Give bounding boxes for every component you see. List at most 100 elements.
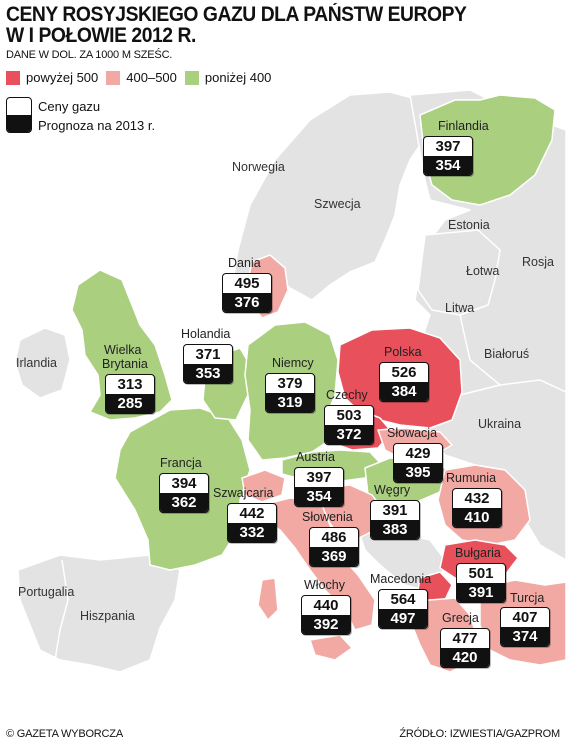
label-francja: Francja [160, 456, 202, 470]
price-box-dania: 495 376 [222, 273, 272, 313]
forecast-price: 362 [160, 493, 208, 512]
region-norway-sweden [229, 91, 431, 301]
current-price: 486 [321, 529, 347, 546]
label-lotwa: Łotwa [466, 264, 500, 278]
region-iberia-sep [54, 559, 69, 661]
current-price: 503 [336, 407, 362, 424]
forecast-price: 410 [453, 508, 501, 527]
label-rumunia: Rumunia [446, 471, 497, 485]
forecast-price: 384 [380, 382, 428, 401]
forecast-price: 372 [325, 425, 373, 444]
forecast-price: 395 [394, 463, 442, 482]
price-box-wielka-brytania: 313 285 [105, 374, 155, 414]
region-finland [419, 94, 556, 206]
legend-current-label: Ceny gazu [38, 99, 101, 114]
price-box-czechy: 503 372 [324, 405, 374, 445]
price-box-szwajcaria: 442 332 [227, 503, 277, 543]
legend-swatch-high [6, 70, 20, 85]
region-sicily [309, 634, 353, 661]
label-rosja: Rosja [522, 255, 554, 269]
price-box-rumunia: 432 410 [452, 488, 502, 528]
price-box-polska: 526 384 [379, 362, 429, 402]
forecast-price: 354 [295, 487, 343, 506]
legend-item-high: powyżej 500 [6, 70, 98, 85]
forecast-price: 391 [457, 583, 505, 602]
current-price: 440 [313, 597, 339, 614]
region-baltics [417, 229, 501, 316]
price-box-turcja: 407 374 [500, 607, 550, 647]
source-credit: ŹRÓDŁO: IZWIESTIA/GAZPROM [399, 728, 560, 740]
label-szwecja: Szwecja [314, 197, 361, 211]
forecast-price: 383 [371, 520, 419, 539]
label-bulgaria: Bułgaria [455, 546, 501, 560]
label-bialorus: Białoruś [484, 347, 530, 361]
label-wegry: Węgry [374, 483, 411, 497]
legend-label-low: poniżej 400 [204, 70, 272, 85]
forecast-price: 497 [379, 609, 427, 628]
price-box-slowenia: 486 369 [309, 527, 359, 567]
price-box-slowacja: 429 395 [393, 443, 443, 483]
region-ireland [14, 327, 71, 399]
label-dania: Dania [228, 256, 261, 270]
current-price: 371 [195, 346, 221, 363]
price-box-wlochy: 440 392 [301, 595, 351, 635]
forecast-price: 285 [106, 394, 154, 413]
current-price: 394 [171, 475, 197, 492]
forecast-price: 392 [302, 615, 350, 634]
current-price: 397 [435, 138, 461, 155]
legend-item-mid: 400–500 [106, 70, 177, 85]
price-box-grecja: 477 420 [440, 628, 490, 668]
price-box-macedonia: 564 497 [378, 589, 428, 629]
price-box-finlandia: 397 354 [423, 136, 473, 176]
region-switzerland [241, 469, 286, 503]
legend-label-high: powyżej 500 [26, 70, 99, 85]
label-norwegia: Norwegia [232, 160, 285, 174]
current-price: 397 [306, 469, 332, 486]
legend-item-low: poniżej 400 [184, 70, 272, 85]
color-legend: powyżej 500 400–500 poniżej 400 [6, 70, 279, 85]
label-finlandia: Finlandia [438, 119, 489, 133]
forecast-price: 332 [228, 523, 276, 542]
price-box-niemcy: 379 319 [265, 373, 315, 413]
current-price: 313 [117, 376, 143, 393]
label-slowenia: Słowenia [302, 510, 353, 524]
current-price: 432 [464, 490, 490, 507]
legend-swatch-low [184, 70, 199, 85]
legend-price-box [6, 97, 32, 133]
copyright-credit: © GAZETA WYBORCZA [6, 728, 123, 740]
forecast-price: 319 [266, 393, 314, 412]
price-box-bulgaria: 501 391 [456, 563, 506, 603]
label-macedonia: Macedonia [370, 572, 432, 586]
forecast-price: 353 [184, 364, 232, 383]
label-wielka-brytania-2: Brytania [102, 357, 148, 371]
label-portugalia: Portugalia [18, 585, 75, 599]
price-box-francja: 394 362 [159, 473, 209, 513]
label-litwa: Litwa [445, 301, 475, 315]
legend-forecast-label: Prognoza na 2013 r. [38, 118, 156, 133]
current-price: 407 [512, 609, 538, 626]
label-estonia: Estonia [448, 218, 490, 232]
price-box-holandia: 371 353 [183, 344, 233, 384]
label-niemcy: Niemcy [272, 356, 314, 370]
forecast-price: 420 [441, 648, 489, 667]
label-austria: Austria [296, 450, 335, 464]
map-title-line2: W I POŁOWIE 2012 R. [6, 24, 196, 47]
label-irlandia: Irlandia [16, 356, 57, 370]
label-grecja: Grecja [442, 611, 479, 625]
current-price: 495 [234, 275, 260, 292]
forecast-price: 369 [310, 547, 358, 566]
label-ukraina: Ukraina [478, 417, 522, 431]
region-sardinia [257, 577, 279, 621]
current-price: 501 [468, 565, 494, 582]
current-price: 526 [391, 364, 417, 381]
forecast-price: 376 [223, 293, 271, 312]
map-subtitle: DANE W DOL. ZA 1000 M SZEŚC. [6, 49, 173, 61]
forecast-price: 374 [501, 627, 549, 646]
current-price: 429 [405, 445, 431, 462]
label-turcja: Turcja [510, 591, 545, 605]
map-title: CENY ROSYJSKIEGO GAZU DLA PAŃSTW EUROPY [6, 3, 467, 26]
price-box-austria: 397 354 [294, 467, 344, 507]
current-price: 391 [382, 502, 408, 519]
current-price: 477 [452, 630, 478, 647]
label-holandia: Holandia [181, 327, 231, 341]
